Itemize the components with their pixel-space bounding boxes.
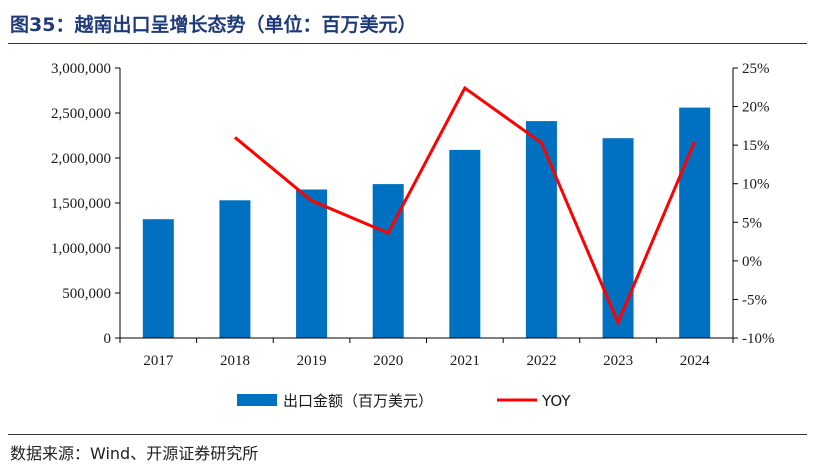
x-tick-label: 2019 <box>297 353 327 369</box>
x-tick-label: 2018 <box>220 353 250 369</box>
right-tick-label: -5% <box>742 292 767 308</box>
bar-2017 <box>142 219 174 338</box>
legend-label-bar: 出口金额（百万美元） <box>283 392 433 410</box>
x-tick-label: 2017 <box>143 353 174 369</box>
bar-2021 <box>449 149 481 338</box>
left-tick-label: 2,000,000 <box>51 151 111 167</box>
x-tick-label: 2022 <box>526 353 556 369</box>
axes <box>119 68 734 339</box>
right-tick-label: 10% <box>742 177 770 193</box>
right-tick-label: 20% <box>742 100 770 116</box>
bar-2024 <box>679 107 711 338</box>
left-tick-label: 2,500,000 <box>51 106 111 122</box>
right-axis-ticks: -10% -5% 0% 5% 10% 15% 20% 25% <box>733 61 775 347</box>
left-tick-label: 3,000,000 <box>51 61 111 77</box>
yoy-line-series <box>233 85 697 327</box>
bar-2019 <box>296 189 328 338</box>
left-tick-label: 0 <box>104 331 112 347</box>
legend-swatch-bar <box>237 394 277 406</box>
x-tick-label: 2024 <box>680 353 711 369</box>
right-tick-label: 0% <box>742 254 762 270</box>
bar-2020 <box>372 184 404 338</box>
legend-label-line: YOY <box>541 392 571 410</box>
source-divider <box>8 434 807 435</box>
legend: 出口金额（百万美元） YOY <box>237 392 571 410</box>
x-tick-label: 2023 <box>603 353 633 369</box>
bar-2023 <box>602 138 634 338</box>
bar-series <box>142 107 711 338</box>
right-tick-label: 15% <box>742 138 770 154</box>
right-tick-label: -10% <box>742 331 775 347</box>
right-tick-label: 25% <box>742 61 770 77</box>
bar-2018 <box>219 200 251 338</box>
left-axis-ticks: 0 500,000 1,000,000 1,500,000 2,000,000 2,500… <box>51 61 120 347</box>
left-tick-label: 500,000 <box>62 286 111 302</box>
chart: 0 500,000 1,000,000 1,500,000 2,000,000 2,500… <box>51 61 775 410</box>
source-note: 数据来源：Wind、开源证券研究所 <box>10 444 259 463</box>
bar-2022 <box>525 121 557 338</box>
x-tick-label: 2020 <box>373 353 403 369</box>
title-divider <box>8 43 807 44</box>
x-tick-label: 2021 <box>450 353 480 369</box>
page-title: 图35：越南出口呈增长态势（单位：百万美元） <box>10 14 417 36</box>
x-axis-labels: 2017 2018 2019 2020 2021 2022 2023 2024 <box>119 338 734 369</box>
right-tick-label: 5% <box>742 215 762 231</box>
left-tick-label: 1,500,000 <box>51 196 111 212</box>
left-tick-label: 1,000,000 <box>51 241 111 257</box>
